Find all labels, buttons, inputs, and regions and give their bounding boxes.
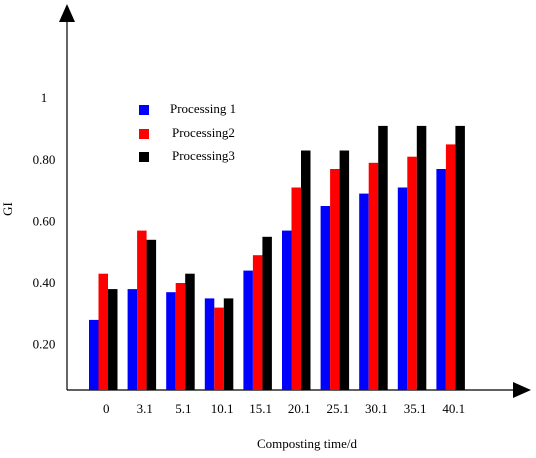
bar-series-2-35.1 [407,156,417,390]
legend: Processing 1 Processing2 Processing3 [139,101,236,163]
bar-series-3-25.1 [339,150,350,390]
bar-series-2-10.1 [214,307,224,390]
y-tick-labels: 0.20 0.40 0.60 0.80 1 [33,90,56,351]
bar-series-1-10.1 [204,298,215,390]
bar-series-3-35.1 [416,125,427,391]
bar-series-3-40.1 [455,125,465,391]
bar-series-1-25.1 [320,206,331,390]
bar-series-2-40.1 [445,144,456,390]
x-tick-label: 35.1 [404,401,427,416]
bar-series-2-3.1 [137,230,147,390]
y-tick-label: 0.60 [33,213,56,228]
bar-series-3-3.1 [146,239,157,390]
bar-series-2-30.1 [368,162,379,390]
bar-series-1-3.1 [127,289,138,390]
x-tick-labels: 0 3.1 5.1 10.1 15.1 20.1 25.1 30.1 35.1 40.1 [103,401,465,416]
legend-swatch-3 [139,152,149,162]
y-tick-label: 0.40 [33,275,56,290]
bar-series-2-25.1 [330,169,340,390]
x-tick-label: 0 [103,401,110,416]
legend-label-3: Processing3 [172,148,235,163]
legend-swatch-1 [139,105,149,115]
bar-series-1-30.1 [359,193,369,390]
bar-series-3-10.1 [223,298,234,390]
y-axis-arrowhead [59,4,75,22]
bar-series-1-0 [89,319,99,390]
x-tick-label: 40.1 [442,401,465,416]
bar-series-3-5.1 [185,273,195,390]
bar-series-1-40.1 [436,169,446,390]
bar-series-1-20.1 [282,230,292,390]
x-tick-label: 20.1 [288,401,311,416]
x-axis-label: Composting time/d [257,436,358,451]
y-tick-label: 0.20 [33,337,56,352]
legend-label-2: Processing2 [172,125,235,140]
bar-series-2-0 [98,273,108,390]
bar-series-3-15.1 [262,236,272,390]
bar-series-2-15.1 [252,255,263,390]
x-tick-label: 15.1 [249,401,272,416]
bar-series-1-35.1 [397,187,408,390]
bar-series-3-0 [108,289,118,390]
y-tick-label: 0.80 [33,152,56,167]
x-tick-label: 25.1 [327,401,350,416]
y-tick-label: 1 [41,90,48,105]
x-tick-label: 10.1 [211,401,234,416]
bar-series-1-15.1 [243,270,253,390]
bar-series-1-5.1 [166,292,176,390]
bar-series-2-5.1 [175,283,186,390]
legend-label-1: Processing 1 [170,101,236,116]
x-tick-label: 30.1 [365,401,388,416]
bar-series-2-20.1 [291,187,301,390]
bar-series-3-20.1 [301,150,311,390]
x-tick-label: 3.1 [137,401,153,416]
bars [89,125,465,391]
legend-swatch-2 [139,129,149,139]
x-axis-arrowhead [513,382,531,398]
y-axis-label: GI [0,202,15,216]
bar-series-3-30.1 [378,125,388,391]
x-tick-label: 5.1 [175,401,191,416]
